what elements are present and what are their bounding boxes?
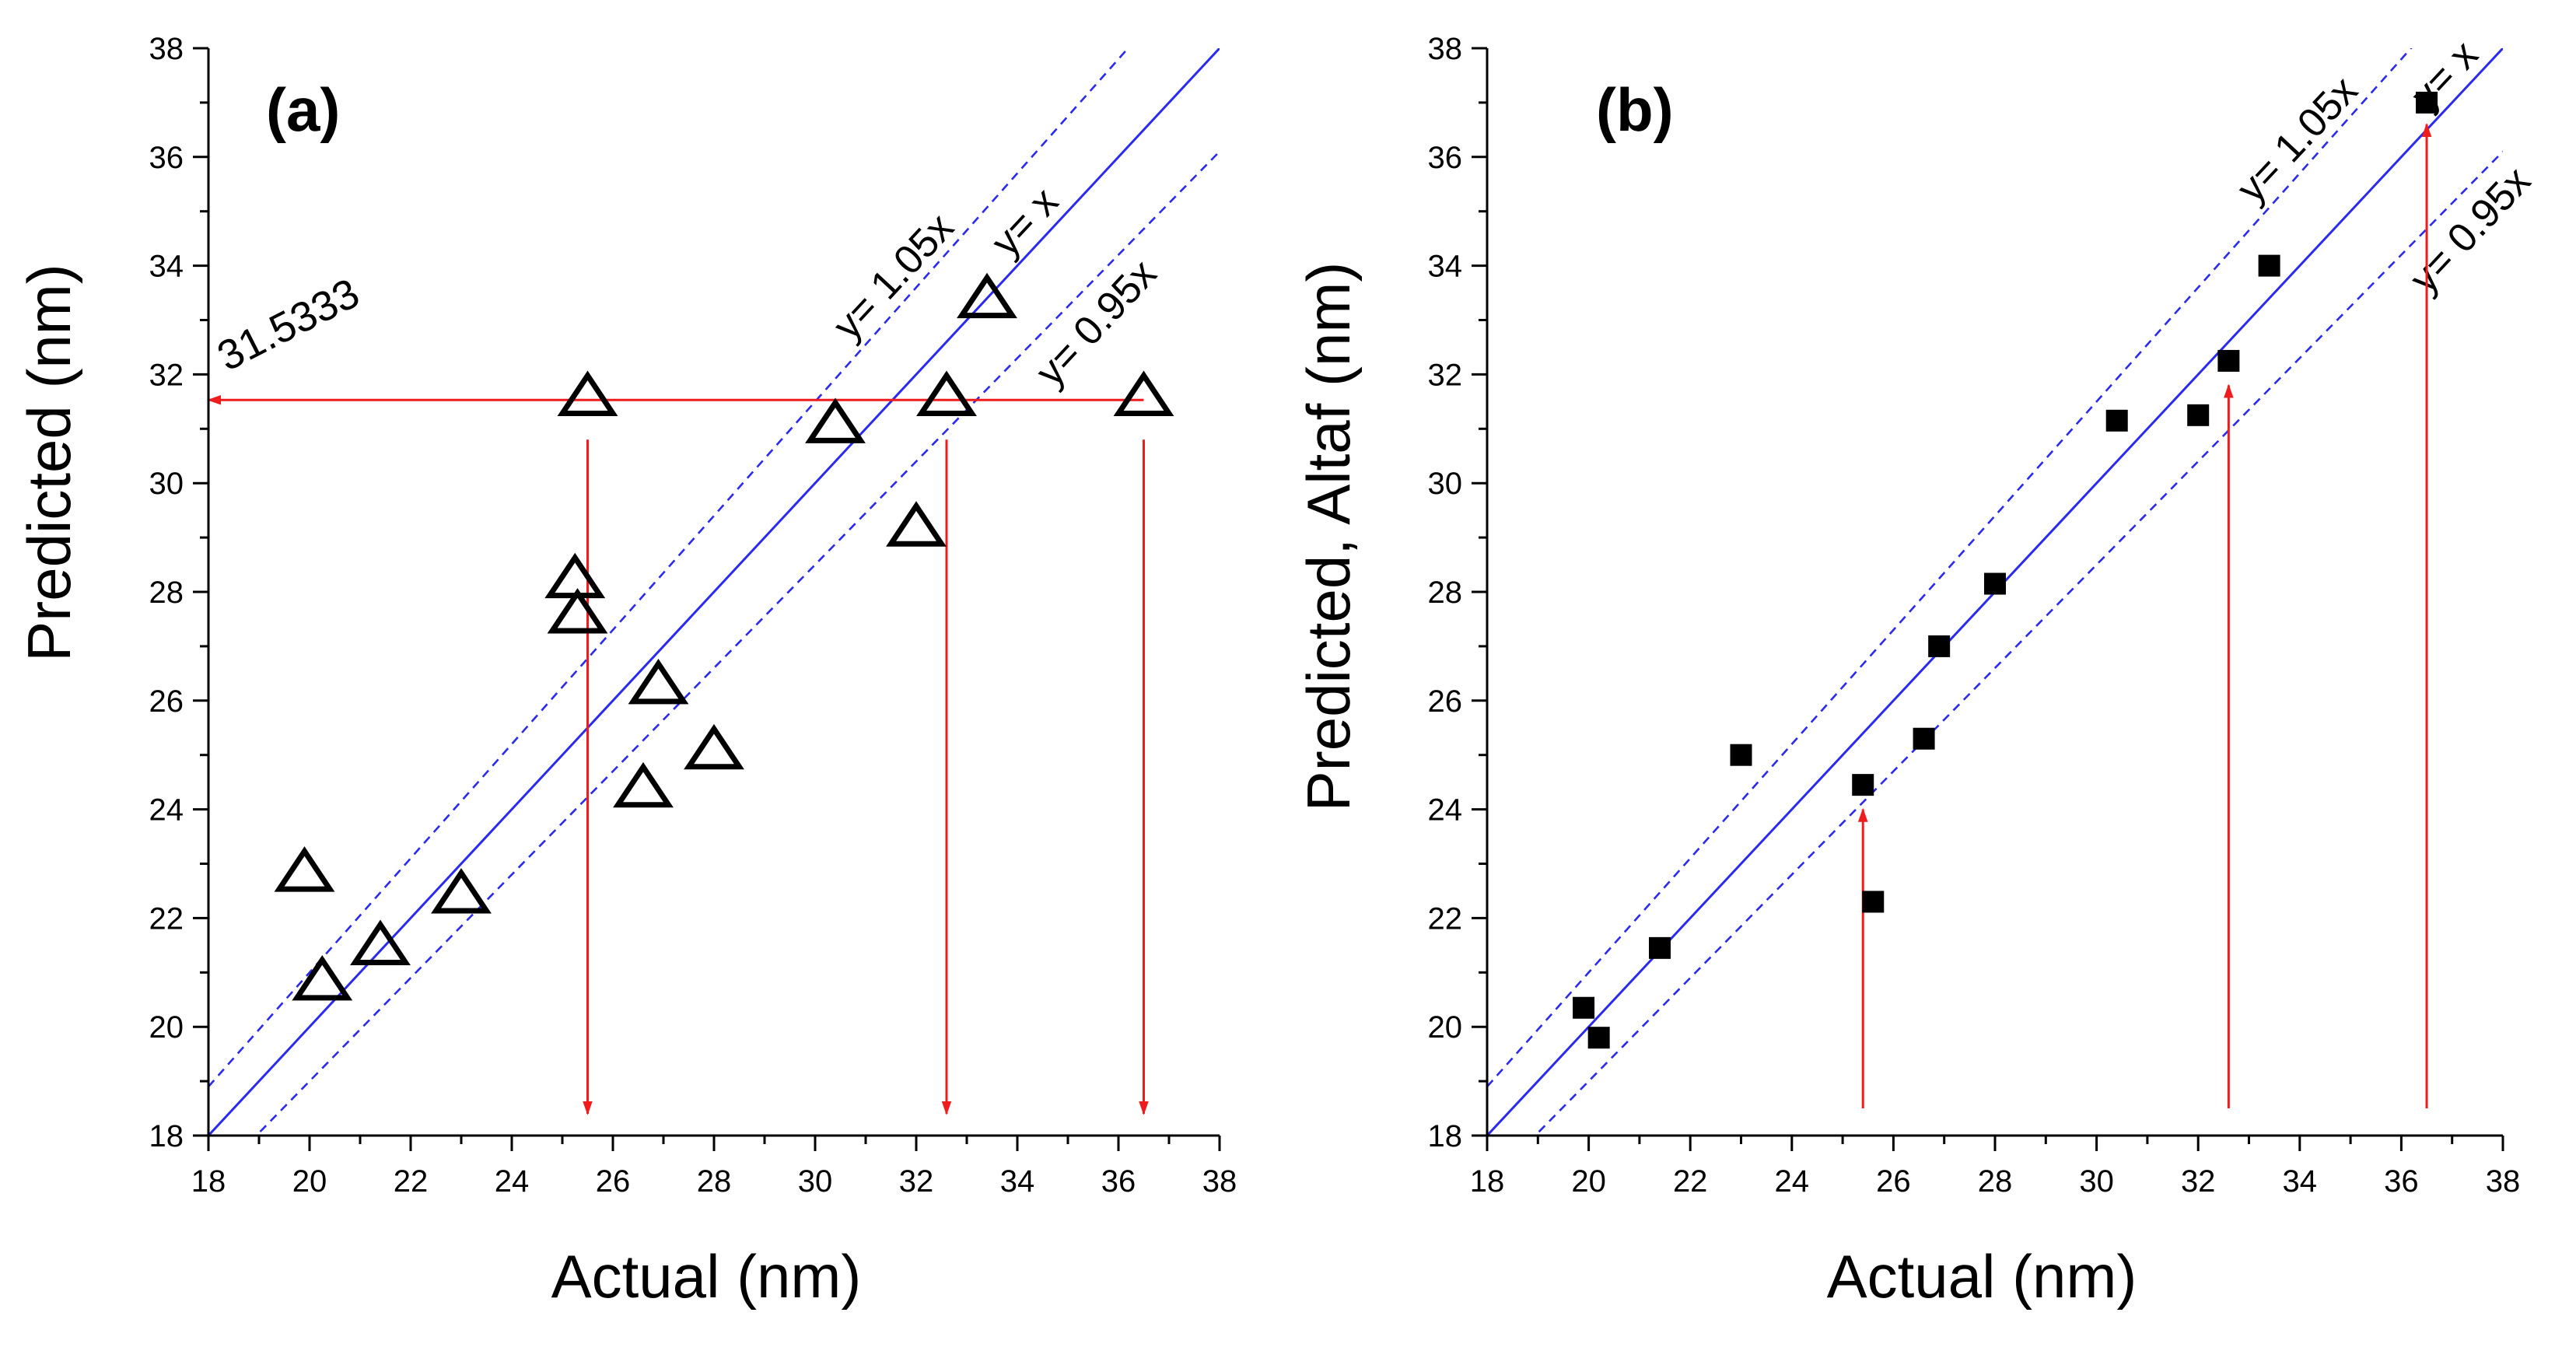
panel-b-ylabel: Predicted, Altaf (nm) (1294, 262, 1363, 812)
panel-b-xlabel: Actual (nm) (1827, 1242, 2137, 1311)
panel-a-point-11 (886, 501, 947, 547)
panel-a-point-1 (292, 954, 353, 1001)
panel-a-point-14 (1113, 370, 1174, 416)
panel-a-point-7 (628, 659, 689, 705)
panel-a-point-9 (684, 723, 744, 770)
panel-b-point-10 (2187, 404, 2210, 426)
panel-b-ytick-label-32: 32 (1428, 358, 1463, 392)
panel-b-point-8 (1984, 572, 2006, 595)
panel-a-xtick-label-18: 18 (191, 1164, 226, 1199)
panel-a-ytick-label-32: 32 (149, 358, 184, 392)
panel-b: Predicted, Altaf (nm) Actual (nm) (b) y=… (1294, 32, 2539, 1311)
panel-a-xtick-label-36: 36 (1101, 1164, 1136, 1199)
panel-a-point-4 (544, 552, 606, 599)
panel-a-annotation-value: 31.5333 (210, 270, 366, 380)
panel-a-ytick-label-20: 20 (149, 1010, 184, 1045)
panel-a-xtick-label-28: 28 (697, 1164, 732, 1199)
panel-a-point-12 (916, 370, 977, 416)
panel-a-ref-line-1_05 (208, 48, 1130, 1087)
panel-b-ref-label-0_95: y= 0.95x (2401, 159, 2539, 302)
panel-a-xtick-label-22: 22 (394, 1164, 429, 1199)
panel-b-ytick-label-20: 20 (1428, 1010, 1463, 1045)
panel-b-ytick-label-24: 24 (1428, 793, 1463, 828)
panel-b-ytick-label-28: 28 (1428, 576, 1463, 610)
panel-b-point-13 (2416, 91, 2438, 114)
panel-a-xtick-label-32: 32 (899, 1164, 934, 1199)
panel-a-ytick-label-28: 28 (149, 576, 184, 610)
panel-a-point-0 (274, 846, 335, 892)
panel-a: Predicted (nm) Actual (nm) (a) 31.5333 y… (15, 32, 1237, 1311)
panel-a-ref-line-1 (208, 48, 1220, 1136)
panel-b-ytick-label-22: 22 (1428, 901, 1463, 936)
panel-a-ytick-label-18: 18 (149, 1119, 184, 1153)
panel-b-ytick-label-30: 30 (1428, 467, 1463, 501)
panel-a-ytick-label-26: 26 (149, 684, 184, 719)
panel-b-xtick-label-36: 36 (2384, 1164, 2419, 1199)
panel-a-xtick-label-20: 20 (292, 1164, 327, 1199)
panel-a-xtick-label-26: 26 (596, 1164, 631, 1199)
panel-b-ytick-label-34: 34 (1428, 250, 1463, 284)
panel-a-ytick-label-38: 38 (149, 32, 184, 66)
panel-a-ref-line-0_95 (254, 150, 1220, 1136)
panel-a-ytick-label-22: 22 (149, 901, 184, 936)
panel-a-point-6 (557, 370, 618, 416)
panel-b-point-7 (1928, 635, 1951, 657)
panel-b-point-6 (1913, 727, 1935, 750)
panel-b-label: (b) (1596, 75, 1674, 144)
panel-b-xtick-label-28: 28 (1978, 1164, 2013, 1199)
panel-a-xtick-label-30: 30 (798, 1164, 833, 1199)
panel-a-ytick-label-30: 30 (149, 467, 184, 501)
panel-a-ylabel: Predicted (nm) (15, 264, 83, 662)
panel-a-point-13 (957, 272, 1017, 319)
panel-a-label: (a) (266, 75, 340, 144)
panel-b-xtick-label-26: 26 (1876, 1164, 1911, 1199)
panel-b-xtick-label-22: 22 (1673, 1164, 1708, 1199)
panel-b-xtick-label-18: 18 (1470, 1164, 1505, 1199)
panel-a-ytick-label-36: 36 (149, 141, 184, 175)
panel-b-point-5 (1862, 891, 1885, 913)
panel-b-xtick-label-32: 32 (2181, 1164, 2216, 1199)
panel-b-xtick-label-34: 34 (2283, 1164, 2318, 1199)
panel-a-xtick-label-24: 24 (495, 1164, 530, 1199)
panel-b-ytick-label-18: 18 (1428, 1119, 1463, 1153)
panel-b-point-0 (1573, 996, 1595, 1019)
panel-a-xtick-label-34: 34 (1000, 1164, 1035, 1199)
panel-b-ref-label-1: y= x (2403, 33, 2487, 118)
panel-b-point-12 (2258, 254, 2280, 277)
panel-b-point-3 (1730, 744, 1752, 766)
panel-a-ref-label-1: y= x (983, 179, 1067, 264)
panel-a-ref-label-1_05: y= 1.05x (824, 205, 962, 349)
panel-b-point-11 (2217, 349, 2240, 372)
panel-a-point-3 (431, 868, 492, 914)
panel-b-point-9 (2105, 409, 2128, 432)
panel-b-point-2 (1649, 936, 1671, 959)
panel-b-point-4 (1852, 774, 1874, 796)
panel-b-ytick-label-26: 26 (1428, 684, 1463, 719)
panel-a-point-2 (350, 919, 411, 965)
panel-a-ytick-label-24: 24 (149, 793, 184, 828)
panel-b-xtick-label-38: 38 (2486, 1164, 2521, 1199)
panel-b-ytick-label-38: 38 (1428, 32, 1463, 66)
panel-a-point-8 (613, 761, 674, 808)
panel-b-ref-line-1_05 (1487, 48, 2413, 1087)
panel-a-point-5 (547, 588, 608, 634)
panel-a-ytick-label-34: 34 (149, 250, 184, 284)
panel-b-point-1 (1587, 1027, 1610, 1049)
panel-b-xtick-label-20: 20 (1571, 1164, 1606, 1199)
panel-b-ytick-label-36: 36 (1428, 141, 1463, 175)
panel-b-ref-label-1_05: y= 1.05x (2228, 68, 2367, 211)
panel-a-xtick-label-38: 38 (1202, 1164, 1237, 1199)
panel-a-point-10 (805, 397, 866, 443)
panel-b-xtick-label-30: 30 (2079, 1164, 2114, 1199)
panel-a-xlabel: Actual (nm) (551, 1242, 862, 1311)
panel-b-ref-line-0_95 (1534, 150, 2503, 1136)
panel-b-xtick-label-24: 24 (1775, 1164, 1810, 1199)
